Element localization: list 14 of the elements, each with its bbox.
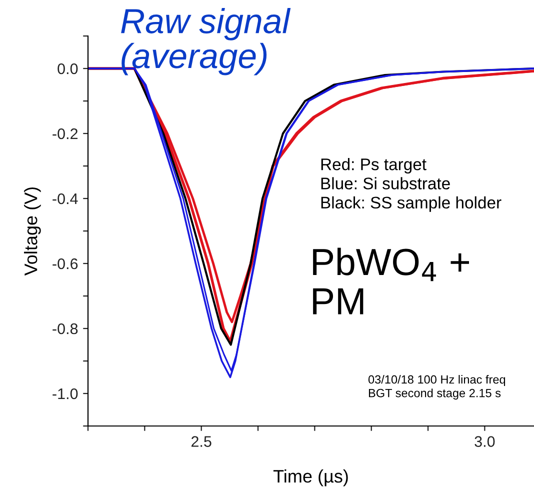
- y-tick-label: -0.6: [52, 258, 78, 270]
- y-tick-label: -0.2: [52, 128, 78, 140]
- y-tick-label: -0.8: [52, 323, 78, 334]
- annotation: 03/10/18 100 Hz linac freq BGT second stage 2.15 s: [368, 375, 506, 400]
- y-tick-label: 0.0: [58, 63, 78, 74]
- chart-title: Raw signal (average): [121, 8, 291, 76]
- y-tick-label: -0.4: [52, 193, 78, 204]
- x-axis-title: Time (µs): [273, 469, 348, 486]
- annotation: Red: Ps target Blue: Si substrate Black: SS sample holder: [321, 158, 502, 212]
- x-tick-label: 2.5: [191, 436, 212, 447]
- y-tick-label: -1.0: [52, 388, 78, 400]
- x-tick-label: 3.0: [474, 436, 495, 447]
- y-axis-title: Voltage (V): [24, 187, 41, 276]
- text: PbWO$_{4}$ + PM: [313, 248, 469, 314]
